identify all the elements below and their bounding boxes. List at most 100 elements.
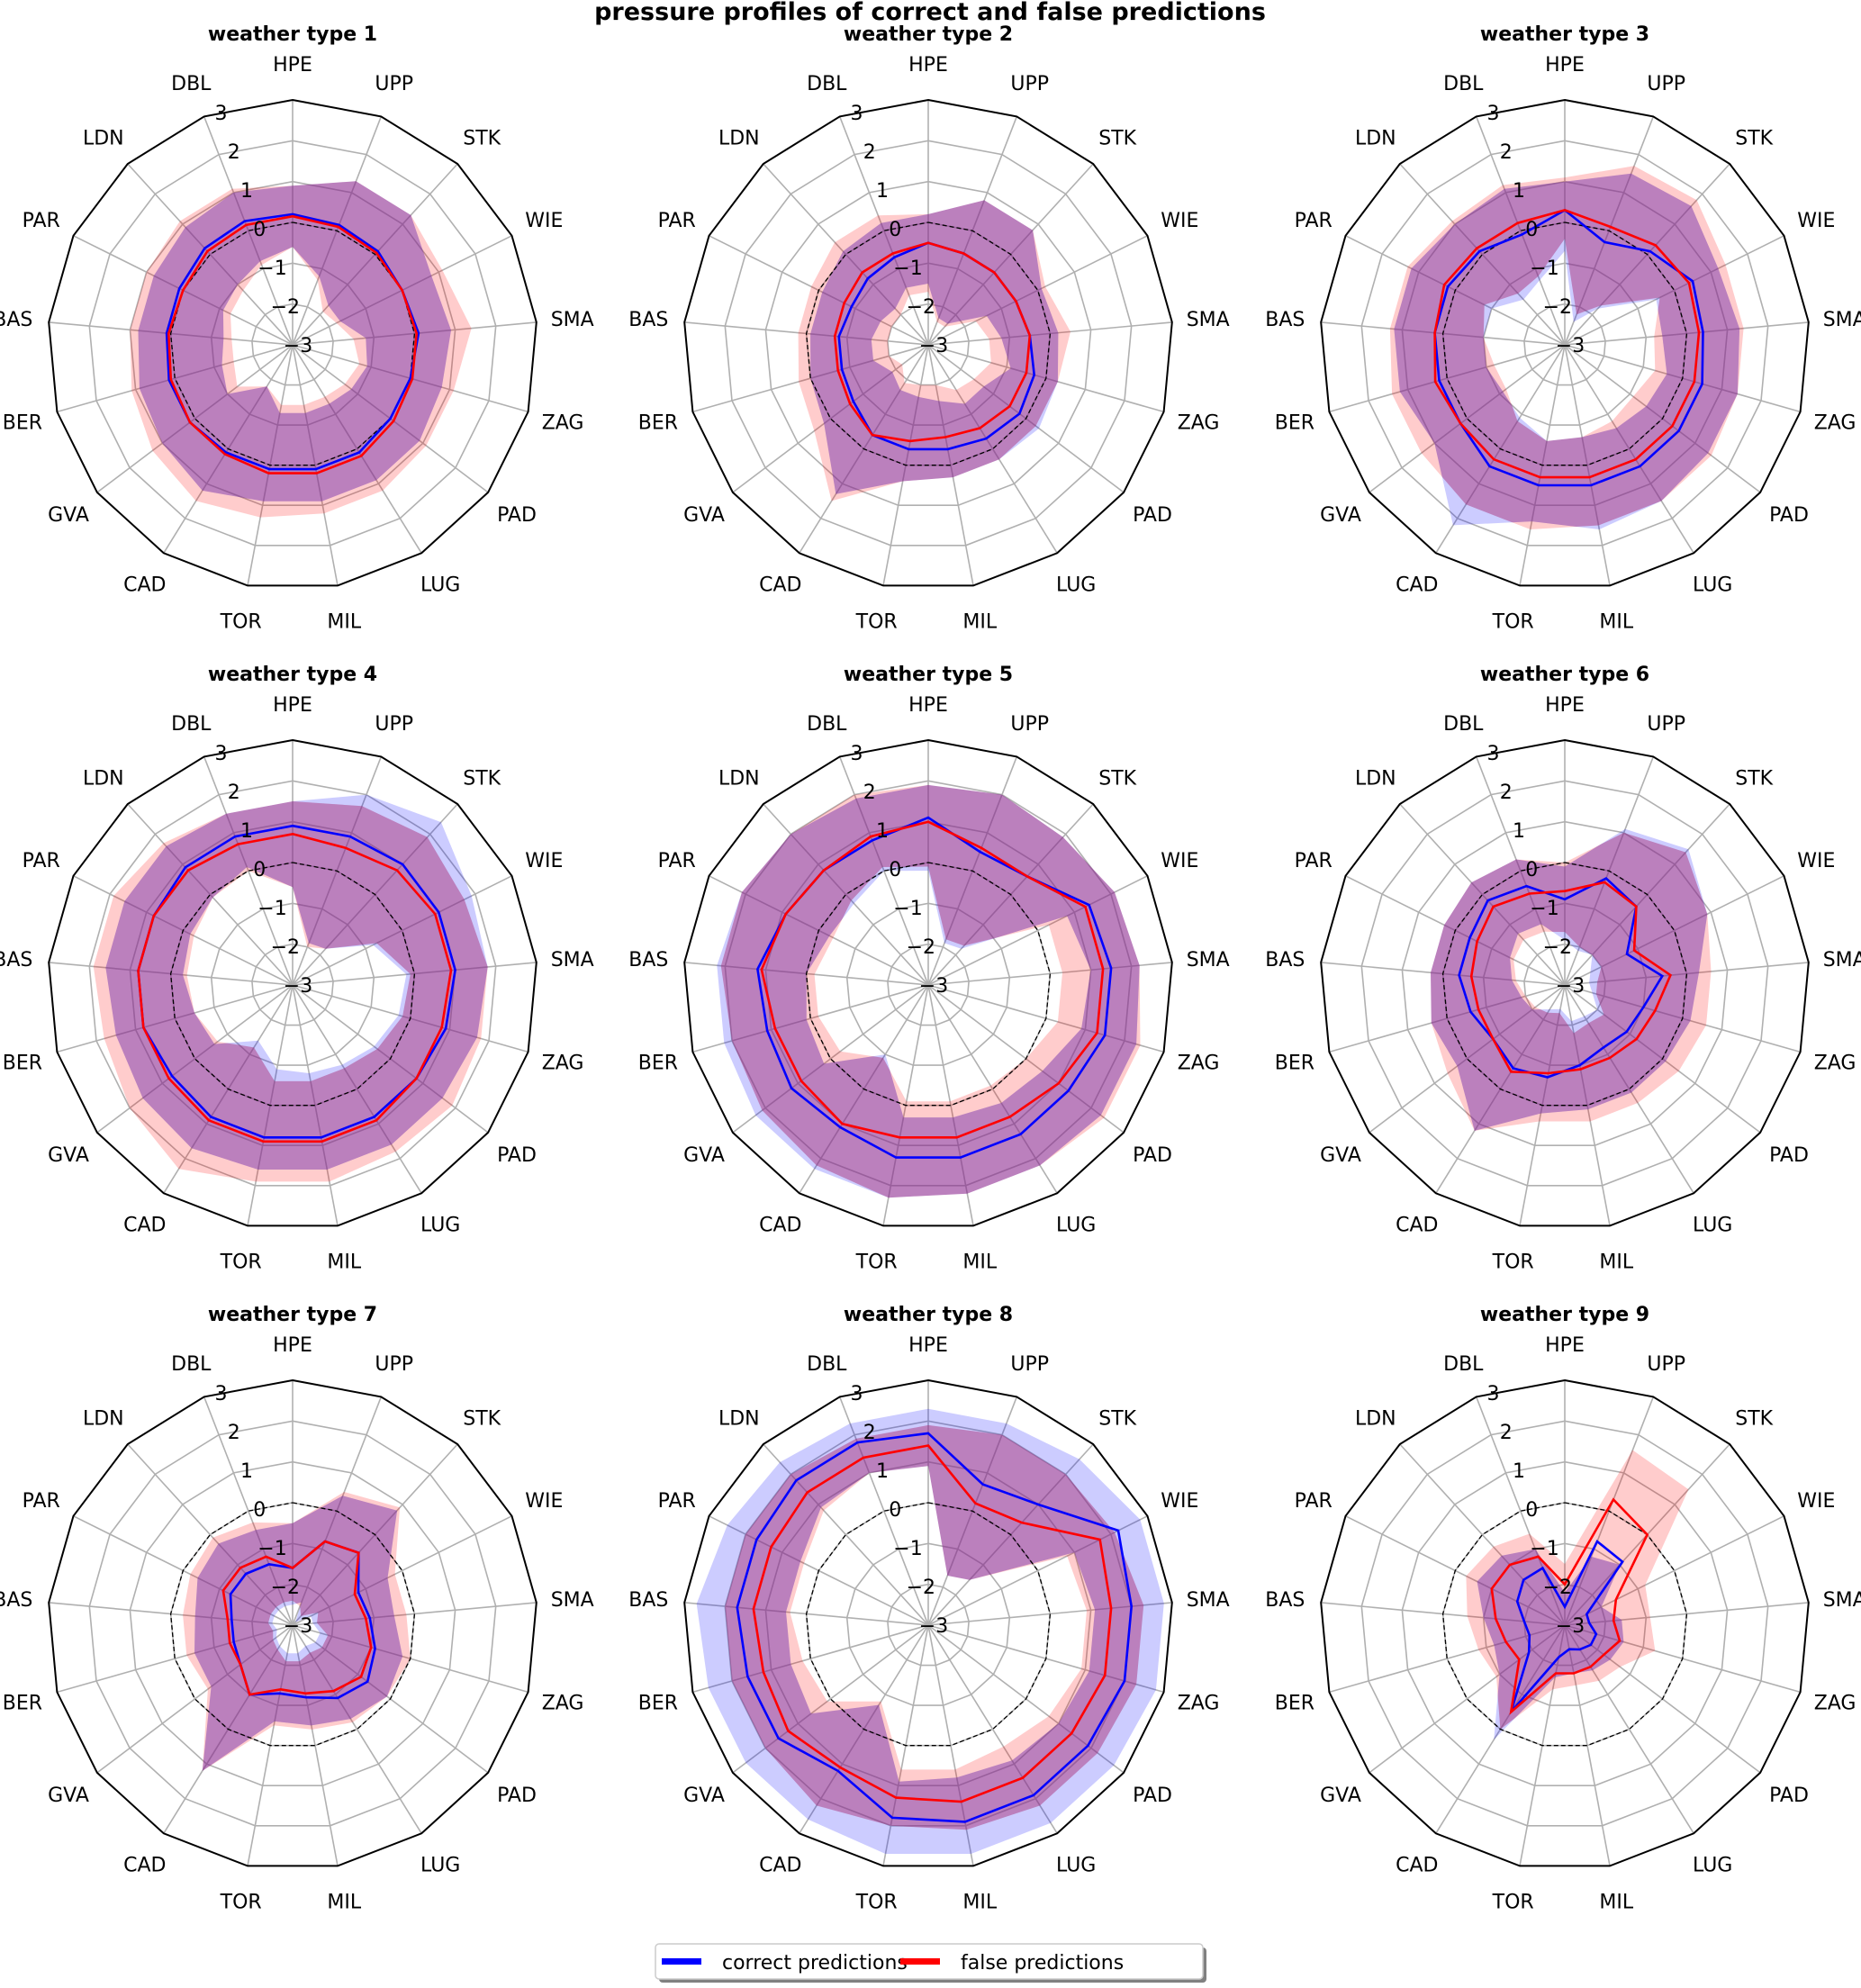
axis-spoke bbox=[1564, 1624, 1611, 1866]
band-overlap bbox=[1431, 832, 1708, 1131]
axis-label: GVA bbox=[1320, 504, 1361, 527]
radial-tick-label: 3 bbox=[1487, 743, 1500, 765]
axis-label: ZAG bbox=[542, 411, 584, 434]
axis-label: PAD bbox=[1769, 504, 1809, 527]
radial-tick-label: −2 bbox=[907, 936, 935, 959]
axis-label: PAR bbox=[23, 210, 60, 232]
axis-label: GVA bbox=[48, 504, 89, 527]
radial-tick-label: −1 bbox=[257, 898, 286, 920]
grid-ring bbox=[251, 1583, 334, 1667]
radial-tick-label: 3 bbox=[215, 743, 228, 765]
axis-label: SMA bbox=[1187, 309, 1230, 331]
axis-spoke bbox=[1564, 344, 1611, 586]
radial-tick-label: −3 bbox=[284, 335, 312, 357]
axis-spoke bbox=[203, 1396, 294, 1626]
axis-label: STK bbox=[463, 127, 501, 149]
axis-label: ZAG bbox=[1814, 411, 1856, 434]
axis-spoke bbox=[203, 116, 294, 346]
correct-line bbox=[1433, 208, 1704, 487]
axis-label: PAD bbox=[1133, 1144, 1172, 1167]
axis-label: DBL bbox=[1443, 73, 1484, 95]
radial-tick-label: 1 bbox=[240, 1460, 253, 1483]
false-line bbox=[137, 832, 453, 1143]
panel-title: weather type 1 bbox=[208, 23, 377, 46]
correct-line bbox=[229, 1540, 376, 1700]
axis-spoke bbox=[292, 344, 422, 554]
axis-label: STK bbox=[463, 1407, 501, 1430]
axis-label: LDN bbox=[1355, 1407, 1396, 1430]
axis-label: PAD bbox=[497, 504, 537, 527]
axis-label: UPP bbox=[1647, 713, 1685, 736]
false-line bbox=[760, 820, 1105, 1139]
radial-tick-label: −3 bbox=[919, 1615, 948, 1638]
radial-tick-label: −2 bbox=[907, 296, 935, 319]
axis-label: BER bbox=[638, 1052, 678, 1074]
axis-spoke bbox=[292, 1515, 512, 1626]
axis-label: TOR bbox=[220, 1892, 262, 1914]
axis-spoke bbox=[1369, 1624, 1566, 1774]
axis-label: GVA bbox=[1320, 1785, 1361, 1807]
radar-panel: weather type 6 HPE UPP STK WIE SMA ZAG PAD LUG MI… bbox=[1265, 664, 1861, 1274]
grid-ring bbox=[1523, 943, 1606, 1026]
axis-label: PAD bbox=[1133, 504, 1172, 527]
axis-label: UPP bbox=[1010, 73, 1049, 95]
radial-tick-label: 2 bbox=[1500, 782, 1513, 804]
grid-ring bbox=[1360, 140, 1769, 547]
axis-spoke bbox=[927, 344, 974, 586]
legend-swatch-correct bbox=[662, 1958, 701, 1965]
axis-label: WIE bbox=[1797, 210, 1835, 232]
false-band bbox=[1431, 832, 1712, 1131]
radial-tick-label: 2 bbox=[228, 1422, 240, 1444]
axis-label: LDN bbox=[83, 127, 124, 149]
axis-label: MIL bbox=[327, 611, 361, 634]
radial-tick-label: 0 bbox=[253, 219, 266, 241]
radar-panel: weather type 7 HPE UPP STK WIE SMA ZAG PAD LUG MI… bbox=[0, 1304, 594, 1914]
panel-title: weather type 6 bbox=[1480, 664, 1649, 686]
radial-tick-label: 1 bbox=[876, 180, 889, 203]
axis-label: WIE bbox=[1161, 210, 1198, 232]
grid bbox=[1321, 100, 1809, 586]
outer-frame bbox=[1320, 738, 1810, 1227]
axis-spoke bbox=[692, 1624, 929, 1694]
radar-panel: weather type 4 HPE UPP STK WIE SMA ZAG PAD LUG MI… bbox=[0, 664, 594, 1274]
axis-label: PAR bbox=[1295, 1490, 1333, 1513]
axis-label: LDN bbox=[1355, 127, 1396, 149]
correct-line bbox=[736, 1432, 1134, 1823]
reference-line bbox=[1441, 221, 1688, 466]
axis-label: LUG bbox=[420, 1214, 460, 1236]
axis-label: TOR bbox=[855, 1252, 898, 1274]
axis-spoke bbox=[927, 1515, 1148, 1626]
axis-label: UPP bbox=[375, 73, 413, 95]
axis-spoke bbox=[57, 1624, 294, 1694]
axis-label: SMA bbox=[551, 1589, 594, 1612]
radial-tick-label: 1 bbox=[1513, 180, 1525, 203]
correct-band bbox=[138, 181, 451, 502]
band-overlap bbox=[1394, 173, 1740, 529]
grid-ring bbox=[845, 902, 1011, 1066]
axis-label: DBL bbox=[1443, 1353, 1484, 1376]
axis-label: UPP bbox=[375, 1353, 413, 1376]
radial-tick-label: −1 bbox=[257, 258, 286, 280]
axis-spoke bbox=[57, 984, 294, 1053]
axis-label: HPE bbox=[273, 1334, 312, 1357]
axis-spoke bbox=[292, 321, 537, 346]
axis-label: LDN bbox=[83, 1407, 124, 1430]
radial-tick-label: 0 bbox=[1525, 859, 1538, 881]
axis-label: SMA bbox=[1823, 949, 1861, 971]
false-line bbox=[1433, 209, 1701, 479]
grid-ring bbox=[887, 303, 970, 386]
axis-label: MIL bbox=[1599, 1252, 1633, 1274]
band-overlap bbox=[1477, 1549, 1624, 1730]
correct-band bbox=[105, 794, 488, 1170]
axis-spoke bbox=[96, 1624, 294, 1774]
axis-label: STK bbox=[1735, 1407, 1773, 1430]
radial-tick-label: −1 bbox=[257, 1538, 286, 1560]
axis-label: GVA bbox=[48, 1144, 89, 1167]
axis-label: WIE bbox=[525, 1490, 563, 1513]
panel-title: weather type 2 bbox=[844, 23, 1013, 46]
axis-label: SMA bbox=[1187, 1589, 1230, 1612]
legend-label-correct: correct predictions bbox=[722, 1952, 908, 1974]
radial-tick-label: −1 bbox=[893, 258, 922, 280]
radar-panel: weather type 2 HPE UPP STK WIE SMA ZAG PAD LUG MI… bbox=[628, 23, 1229, 634]
radial-tick-label: 0 bbox=[889, 1499, 901, 1522]
